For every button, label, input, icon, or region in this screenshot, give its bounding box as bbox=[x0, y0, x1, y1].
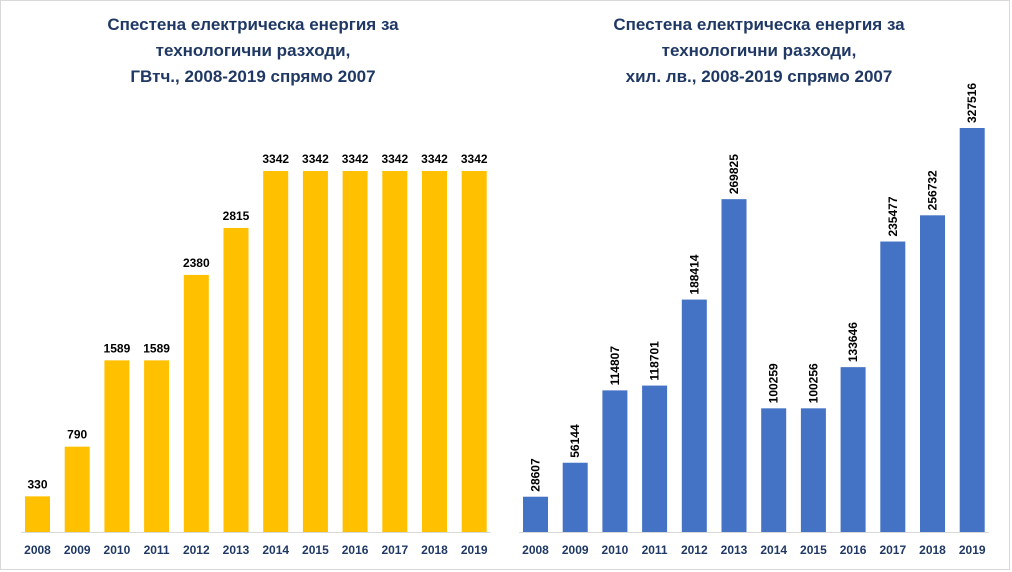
bar bbox=[523, 496, 548, 532]
data-label: 327516 bbox=[965, 83, 979, 123]
data-label: 100259 bbox=[767, 363, 781, 403]
data-label: 56144 bbox=[568, 424, 582, 458]
data-label: 3342 bbox=[421, 152, 448, 166]
data-label: 188414 bbox=[687, 254, 701, 294]
chart-title-line-2: технологични разходи, bbox=[155, 41, 351, 60]
bar bbox=[642, 385, 668, 532]
chart-title-line-2: технологични разходи, bbox=[661, 41, 857, 60]
x-tick-label: 2010 bbox=[104, 543, 131, 557]
x-tick-label: 2017 bbox=[879, 543, 906, 557]
x-tick-label: 2010 bbox=[602, 543, 629, 557]
bar-chart-plot: 330 2008 790 2009 1589 2010 1589 2011 2380 2012 28… bbox=[21, 152, 491, 557]
data-label: 3342 bbox=[302, 152, 329, 166]
data-label: 1589 bbox=[143, 341, 170, 355]
data-label: 256732 bbox=[926, 170, 940, 210]
data-label: 269825 bbox=[727, 154, 741, 194]
bar bbox=[144, 360, 170, 532]
x-tick-label: 2013 bbox=[721, 543, 748, 557]
data-label: 3342 bbox=[381, 152, 408, 166]
chart-title-line-3: ГВтч., 2008-2019 спрямо 2007 bbox=[130, 67, 376, 86]
chart-title-line-1: Спестена електрическа енергия за bbox=[613, 15, 905, 34]
x-tick-label: 2008 bbox=[522, 543, 549, 557]
x-tick-label: 2017 bbox=[381, 543, 408, 557]
x-tick-label: 2019 bbox=[461, 543, 488, 557]
chart-title-line-1: Спестена електрическа енергия за bbox=[107, 15, 399, 34]
data-label: 118701 bbox=[648, 341, 662, 381]
bar bbox=[681, 299, 707, 532]
bar bbox=[302, 171, 328, 532]
x-tick-label: 2011 bbox=[642, 543, 668, 557]
bar bbox=[461, 171, 487, 532]
x-tick-label: 2008 bbox=[24, 543, 51, 557]
x-tick-label: 2012 bbox=[183, 543, 210, 557]
data-label: 790 bbox=[67, 428, 87, 442]
bar-chart-plot: 28607 2008 56144 2009 114807 2010 118701 2011 18… bbox=[519, 83, 989, 557]
chart-title-line-3: хил. лв., 2008-2019 спрямо 2007 bbox=[625, 67, 893, 86]
bar bbox=[562, 462, 588, 532]
chart-energy-gwh: Спестена електрическа енергия за техноло… bbox=[0, 12, 506, 557]
data-label: 3342 bbox=[461, 152, 488, 166]
data-label: 3342 bbox=[262, 152, 289, 166]
x-tick-label: 2015 bbox=[800, 543, 827, 557]
bar bbox=[25, 496, 50, 532]
data-label: 100256 bbox=[806, 363, 820, 403]
data-label: 114807 bbox=[608, 346, 622, 386]
bar bbox=[64, 446, 90, 532]
bar bbox=[263, 171, 289, 532]
bar bbox=[959, 128, 985, 532]
x-tick-label: 2018 bbox=[919, 543, 946, 557]
x-tick-label: 2013 bbox=[223, 543, 250, 557]
bar bbox=[920, 215, 945, 532]
x-tick-label: 2016 bbox=[342, 543, 369, 557]
chart-title: Спестена електрическа енергия за техноло… bbox=[0, 12, 506, 90]
data-label: 28607 bbox=[529, 458, 543, 492]
x-tick-label: 2012 bbox=[681, 543, 708, 557]
x-tick-label: 2014 bbox=[262, 543, 289, 557]
data-label: 1589 bbox=[104, 341, 131, 355]
bar bbox=[721, 199, 747, 532]
bar bbox=[840, 367, 866, 532]
bar bbox=[761, 408, 787, 532]
x-tick-label: 2009 bbox=[64, 543, 91, 557]
bar bbox=[183, 274, 209, 532]
x-tick-label: 2019 bbox=[959, 543, 986, 557]
data-label: 3342 bbox=[342, 152, 369, 166]
bar bbox=[602, 390, 628, 532]
x-tick-label: 2018 bbox=[421, 543, 448, 557]
data-label: 330 bbox=[27, 477, 47, 491]
data-label: 133646 bbox=[846, 322, 860, 362]
bar bbox=[104, 360, 130, 532]
data-label: 235477 bbox=[886, 196, 900, 236]
x-tick-label: 2014 bbox=[760, 543, 787, 557]
chart-energy-thousand-bgn: Спестена електрическа енергия за техноло… bbox=[506, 0, 1012, 572]
x-tick-label: 2009 bbox=[562, 543, 589, 557]
bar bbox=[800, 408, 826, 532]
bar bbox=[880, 241, 906, 532]
bar bbox=[382, 171, 408, 532]
bar bbox=[422, 171, 447, 532]
x-tick-label: 2015 bbox=[302, 543, 329, 557]
x-tick-label: 2016 bbox=[840, 543, 867, 557]
data-label: 2380 bbox=[183, 256, 210, 270]
bar bbox=[342, 171, 368, 532]
chart-title: Спестена електрическа енергия за техноло… bbox=[506, 12, 1012, 90]
bar bbox=[223, 227, 249, 532]
data-label: 2815 bbox=[223, 209, 250, 223]
x-tick-label: 2011 bbox=[144, 543, 170, 557]
